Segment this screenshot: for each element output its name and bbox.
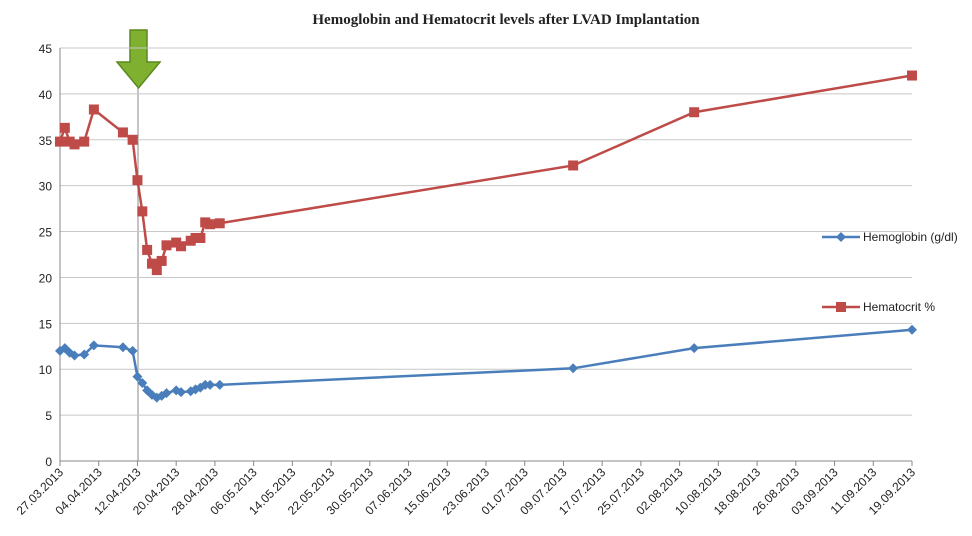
y-tick-label: 35 xyxy=(39,134,53,148)
y-tick-label: 45 xyxy=(39,42,53,56)
data-point xyxy=(568,160,579,171)
data-point xyxy=(689,343,700,354)
data-point xyxy=(69,139,80,150)
data-point xyxy=(156,255,167,266)
data-point xyxy=(88,340,99,351)
legend-marker xyxy=(836,302,846,312)
data-point xyxy=(214,379,225,390)
y-tick-label: 25 xyxy=(39,226,53,240)
data-point xyxy=(689,107,700,118)
data-point xyxy=(142,244,153,255)
data-point xyxy=(69,350,80,361)
data-point xyxy=(161,388,172,399)
data-point xyxy=(205,379,216,390)
legend-label: Hematocrit % xyxy=(863,300,935,314)
data-point xyxy=(132,371,143,382)
data-point xyxy=(907,324,917,335)
y-tick-label: 30 xyxy=(39,180,53,194)
y-tick-label: 0 xyxy=(45,455,52,469)
data-point xyxy=(132,175,143,186)
y-tick-label: 20 xyxy=(39,271,53,285)
chart-title: Hemoglobin and Hematocrit levels after L… xyxy=(312,12,700,28)
legend-label: Hemoglobin (g/dl) xyxy=(863,230,958,244)
series-line xyxy=(59,328,913,400)
data-point xyxy=(79,349,90,360)
implant-arrow xyxy=(115,29,162,90)
legend-marker xyxy=(836,232,846,242)
data-point xyxy=(88,104,99,115)
data-point xyxy=(117,342,128,353)
data-point xyxy=(161,240,172,251)
data-point xyxy=(55,136,65,147)
data-point xyxy=(907,70,917,81)
y-tick-label: 10 xyxy=(39,363,53,377)
data-point xyxy=(79,136,90,147)
data-point xyxy=(195,232,206,243)
y-tick-label: 40 xyxy=(39,88,53,102)
data-point xyxy=(117,127,128,138)
data-point xyxy=(151,265,162,276)
y-tick-label: 5 xyxy=(45,409,52,423)
data-point xyxy=(568,363,579,374)
y-tick-label: 15 xyxy=(39,317,53,331)
data-point xyxy=(137,377,148,388)
data-point xyxy=(127,345,138,356)
data-point xyxy=(205,219,216,230)
data-point xyxy=(176,241,187,252)
data-point xyxy=(59,122,70,133)
data-point xyxy=(214,218,225,229)
data-point xyxy=(176,387,187,398)
data-point xyxy=(137,206,148,217)
data-point xyxy=(146,258,157,269)
data-point xyxy=(127,134,138,145)
